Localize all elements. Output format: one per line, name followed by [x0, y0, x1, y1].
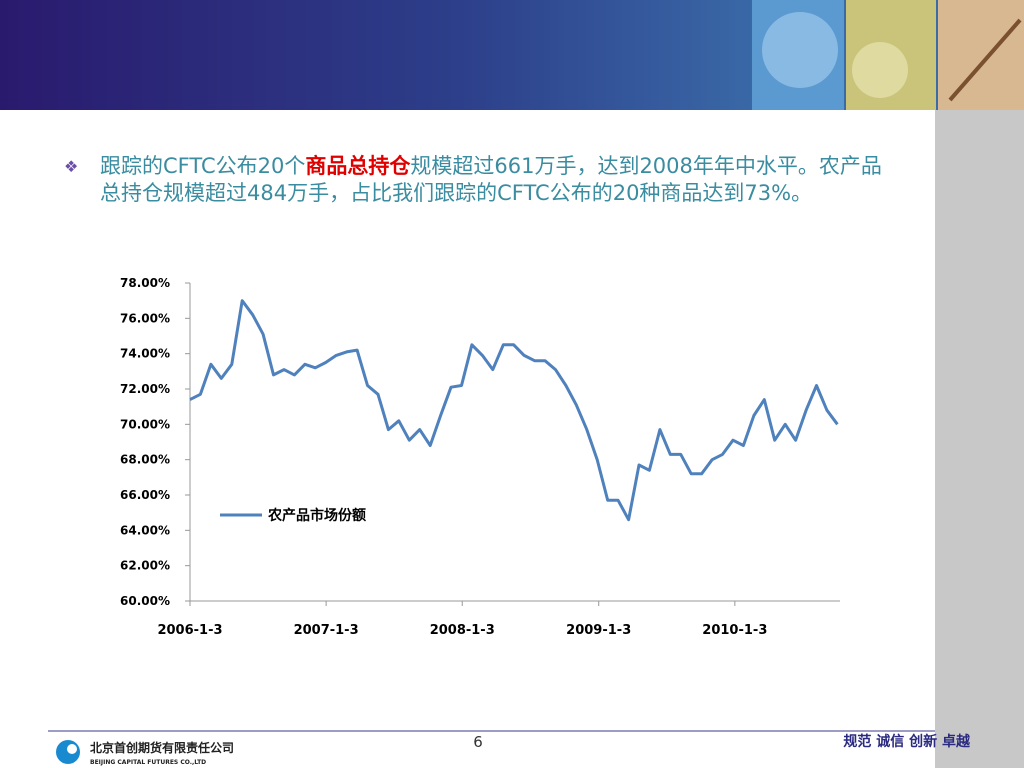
y-tick-label: 72.00% — [120, 382, 170, 396]
x-tick-label: 2009-1-3 — [566, 623, 631, 638]
highlight: 商品总持仓 — [305, 154, 411, 178]
y-tick-label: 68.00% — [120, 453, 170, 467]
bullet-text: 跟踪的CFTC公布20个商品总持仓规模超过661万手，达到2008年年中水平。农… — [100, 153, 890, 207]
header-images — [752, 0, 1024, 110]
y-tick-label: 66.00% — [120, 488, 170, 502]
text: 跟踪的CFTC公布20个 — [100, 154, 306, 178]
y-tick-label: 76.00% — [120, 311, 170, 325]
x-tick-label: 2007-1-3 — [294, 623, 359, 638]
x-tick-label: 2008-1-3 — [430, 623, 495, 638]
x-tick-label: 2010-1-3 — [702, 623, 767, 638]
page-number: 6 — [473, 733, 483, 751]
header-band — [0, 0, 1024, 110]
logo — [67, 744, 77, 754]
bullet-icon: ❖ — [64, 157, 79, 176]
y-tick-label: 78.00% — [120, 276, 170, 290]
legend-label: 农产品市场份额 — [267, 507, 366, 524]
side-bar — [935, 110, 1024, 768]
company-en: BEIJING CAPITAL FUTURES CO.,LTD — [90, 759, 206, 766]
y-tick-label: 70.00% — [120, 417, 170, 431]
text: 规模超过661万手，达到2008年年中水平。农产品总持仓规模超过484万手，占比… — [100, 154, 882, 205]
y-tick-label: 62.00% — [120, 559, 170, 573]
company-name: 北京首创期货有限责任公司 — [90, 740, 234, 755]
y-tick-label: 60.00% — [120, 594, 170, 608]
chart: 北京首创期货有限责任公司 BEIJING CAPITAL FUTURES CO.… — [48, 276, 935, 766]
y-tick-label: 64.00% — [120, 523, 170, 537]
y-tick-label: 74.00% — [120, 347, 170, 361]
series-line — [189, 299, 839, 522]
x-tick-label: 2006-1-3 — [157, 623, 222, 638]
